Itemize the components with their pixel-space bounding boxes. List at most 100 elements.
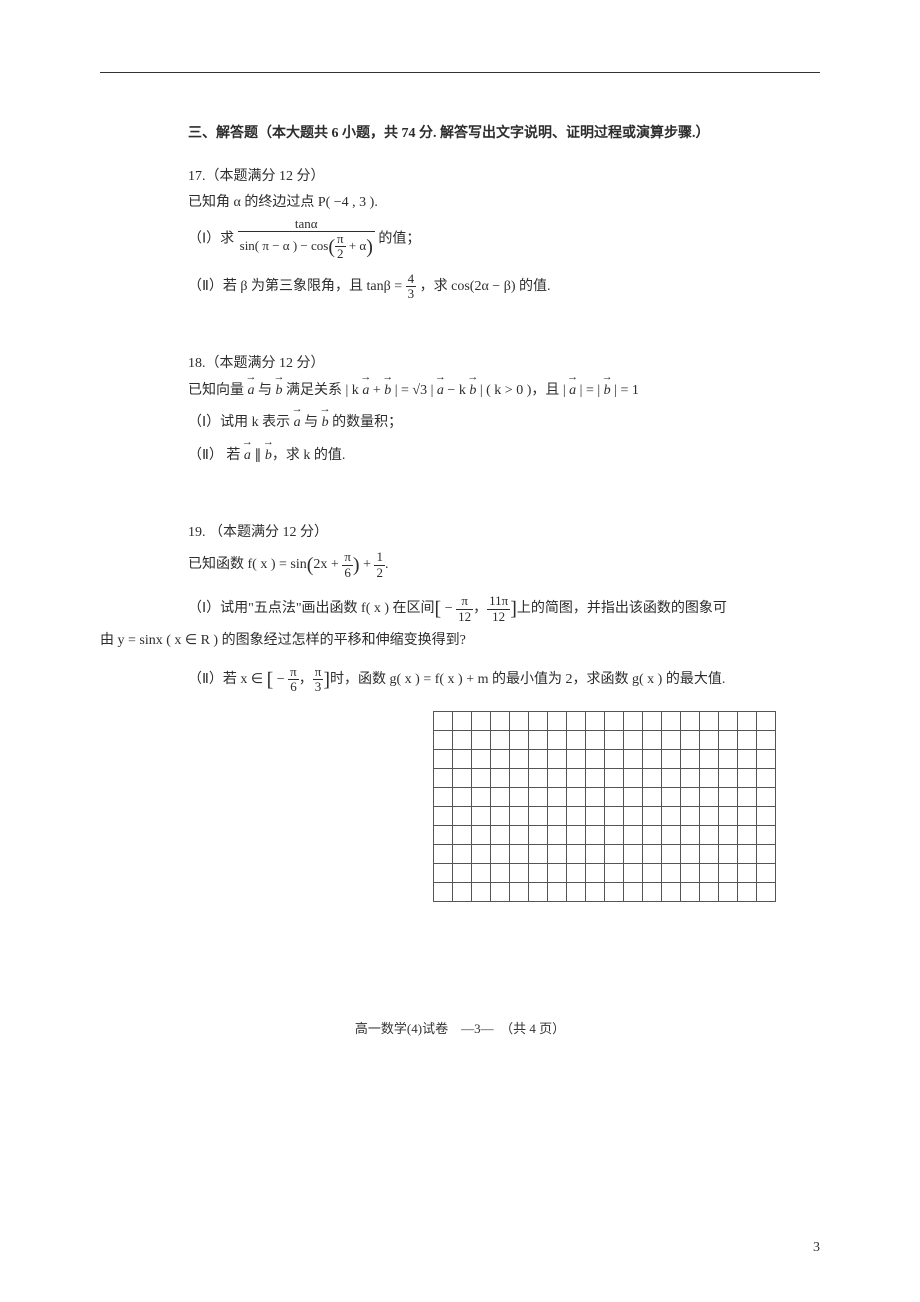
- q18-part1: （Ⅰ）试用 k 表示 a 与 b 的数量积；: [188, 410, 816, 437]
- q17-p2-den: 3: [406, 286, 417, 301]
- q19-part1-line1: （Ⅰ）试用"五点法"画出函数 f( x ) 在区间[ − π12，11π12]上…: [188, 590, 816, 628]
- q17-p1-den-a: sin( π − α ) − cos: [240, 238, 329, 253]
- q19-g-arg-num: π: [342, 550, 353, 564]
- q19-g-c: .: [385, 557, 389, 572]
- q17-p1-post: 的值；: [378, 231, 420, 246]
- q18-p2-c: ，求 k 的值.: [272, 448, 346, 463]
- page-footer: 高一数学(4)试卷 —3— （共 4 页）: [0, 1017, 920, 1042]
- top-rule: [100, 72, 820, 73]
- q18-p1-b: 与: [301, 415, 322, 430]
- q19-p1-a: （Ⅰ）试用"五点法"画出函数 f( x ) 在区间: [188, 601, 435, 616]
- q19-p1-r-num: 11π: [487, 594, 510, 608]
- q19-g-arg-den: 6: [342, 565, 353, 580]
- q19-p1-r-den: 12: [487, 609, 510, 624]
- q19-p1-lfrac: π12: [456, 594, 473, 624]
- q19-p2-r-num: π: [313, 665, 324, 679]
- page-number-corner: 3: [813, 1235, 820, 1262]
- vector-a-icon: a: [294, 410, 301, 437]
- q19-p2-la: −: [273, 672, 288, 687]
- q19-part2: （Ⅱ）若 x ∈ [ − π6，π3]时，函数 g( x ) = f( x ) …: [188, 661, 816, 699]
- vector-a-icon: a: [362, 378, 369, 405]
- question-19: 19. （本题满分 12 分） 已知函数 f( x ) = sin(2x + π…: [188, 520, 816, 902]
- vector-b-icon: b: [322, 410, 329, 437]
- q17-part2: （Ⅱ）若 β 为第三象限角，且 tanβ = 4 3 ，求 cos(2α − β…: [188, 272, 816, 302]
- vector-b-icon: b: [384, 378, 391, 405]
- content-area: 三、解答题（本大题共 6 小题，共 74 分. 解答写出文字说明、证明过程或演算…: [100, 121, 820, 902]
- q17-p2-a: （Ⅱ）若 β 为第三象限角，且 tanβ =: [188, 279, 406, 294]
- q18-g-h: | ( k > 0 )，且 |: [476, 383, 569, 398]
- q19-g-arg-a: 2x +: [313, 557, 342, 572]
- vector-b-icon: b: [265, 443, 272, 470]
- q19-g-arg-frac: π6: [342, 550, 353, 580]
- q17-part1: （Ⅰ）求 tanα sin( π − α ) − cos(π2 + α) 的值；: [188, 217, 816, 262]
- q17-p2-b: ，求 cos(2α − β) 的值.: [420, 279, 551, 294]
- q19-p1-int-a: −: [441, 601, 456, 616]
- vector-b-icon: b: [276, 378, 283, 405]
- q19-p2-r-den: 3: [313, 679, 324, 694]
- q18-g-g: − k: [444, 383, 469, 398]
- q17-given-text: 已知角 α 的终边过点 P( −4 , 3 ).: [188, 195, 378, 210]
- q19-p1-b: 上的简图，并指出该函数的图象可: [517, 601, 727, 616]
- q17-p1-numerator: tanα: [238, 217, 375, 231]
- lparen-icon: (: [328, 236, 335, 258]
- q18-g-e: | =: [391, 383, 412, 398]
- q19-p2-l-num: π: [288, 665, 299, 679]
- rparen-icon: ): [366, 236, 373, 258]
- q19-p1-l-den: 12: [456, 609, 473, 624]
- q17-p1-den-inner-den: 2: [335, 246, 346, 261]
- q17-p2-num: 4: [406, 272, 417, 286]
- q17-p1-denominator: sin( π − α ) − cos(π2 + α): [238, 231, 375, 262]
- vector-b-icon: b: [604, 378, 611, 405]
- q19-g-b: +: [360, 557, 375, 572]
- q18-p2-a: （Ⅱ） 若: [188, 448, 244, 463]
- rparen-icon: ): [353, 554, 360, 576]
- q19-p1-rfrac: 11π12: [487, 594, 510, 624]
- vector-a-icon: a: [244, 443, 251, 470]
- section-header: 三、解答题（本大题共 6 小题，共 74 分. 解答写出文字说明、证明过程或演算…: [188, 121, 816, 148]
- rbracket-icon: ]: [323, 669, 330, 691]
- q19-p2-mid: ，: [299, 672, 313, 687]
- q19-header: 19. （本题满分 12 分）: [188, 520, 816, 547]
- q19-p1-l-num: π: [456, 594, 473, 608]
- q18-part2: （Ⅱ） 若 a ∥ b，求 k 的值.: [188, 443, 816, 470]
- question-17: 17.（本题满分 12 分） 已知角 α 的终边过点 P( −4 , 3 ). …: [188, 164, 816, 302]
- q18-p1-a: （Ⅰ）试用 k 表示: [188, 415, 294, 430]
- q19-g-half-num: 1: [374, 550, 385, 564]
- q17-p1-den-c: + α: [349, 238, 366, 253]
- q19-p2-b: 时，函数 g( x ) = f( x ) + m 的最小值为 2，求函数 g( …: [330, 672, 725, 687]
- q17-header: 17.（本题满分 12 分）: [188, 164, 816, 191]
- q19-given: 已知函数 f( x ) = sin(2x + π6) + 12.: [188, 546, 816, 584]
- q19-p2-rfrac: π3: [313, 665, 324, 695]
- page: 三、解答题（本大题共 6 小题，共 74 分. 解答写出文字说明、证明过程或演算…: [0, 0, 920, 1302]
- question-18: 18.（本题满分 12 分） 已知向量 a 与 b 满足关系 | k a + b…: [188, 351, 816, 469]
- q19-p2-lfrac: π6: [288, 665, 299, 695]
- vector-a-icon: a: [248, 378, 255, 405]
- q18-g-b: 与: [255, 383, 276, 398]
- vector-a-icon: a: [437, 378, 444, 405]
- q18-g-a: 已知向量: [188, 383, 248, 398]
- vector-a-icon: a: [569, 378, 576, 405]
- q17-p1-pre: （Ⅰ）求: [188, 231, 234, 246]
- q18-g-j: | = 1: [611, 383, 639, 398]
- q19-p2-a: （Ⅱ）若 x ∈: [188, 672, 267, 687]
- graph-grid: [433, 711, 776, 902]
- q18-g-c: 满足关系 | k: [283, 383, 363, 398]
- q19-g-half-den: 2: [374, 565, 385, 580]
- graph-grid-wrap: [188, 711, 816, 902]
- q17-p1-den-inner-frac: π2: [335, 232, 346, 262]
- q19-p1-mid: ，: [473, 601, 487, 616]
- q19-g-half: 12: [374, 550, 385, 580]
- q19-part1-line2: 由 y = sinx ( x ∈ R ) 的图象经过怎样的平移和伸缩变换得到?: [100, 628, 816, 655]
- q18-g-i: | = |: [576, 383, 604, 398]
- q19-p2-l-den: 6: [288, 679, 299, 694]
- q18-p1-c: 的数量积；: [329, 415, 403, 430]
- q19-g-a: 已知函数 f( x ) = sin: [188, 557, 307, 572]
- q17-p1-den-inner-num: π: [335, 232, 346, 246]
- q18-given: 已知向量 a 与 b 满足关系 | k a + b | = √3 | a − k…: [188, 378, 816, 405]
- sqrt-icon: √3: [412, 383, 427, 398]
- q17-given: 已知角 α 的终边过点 P( −4 , 3 ).: [188, 190, 816, 217]
- vector-b-icon: b: [469, 378, 476, 405]
- q17-p1-fraction: tanα sin( π − α ) − cos(π2 + α): [238, 217, 375, 262]
- rbracket-icon: ]: [510, 598, 517, 620]
- q17-p2-frac: 4 3: [406, 272, 417, 302]
